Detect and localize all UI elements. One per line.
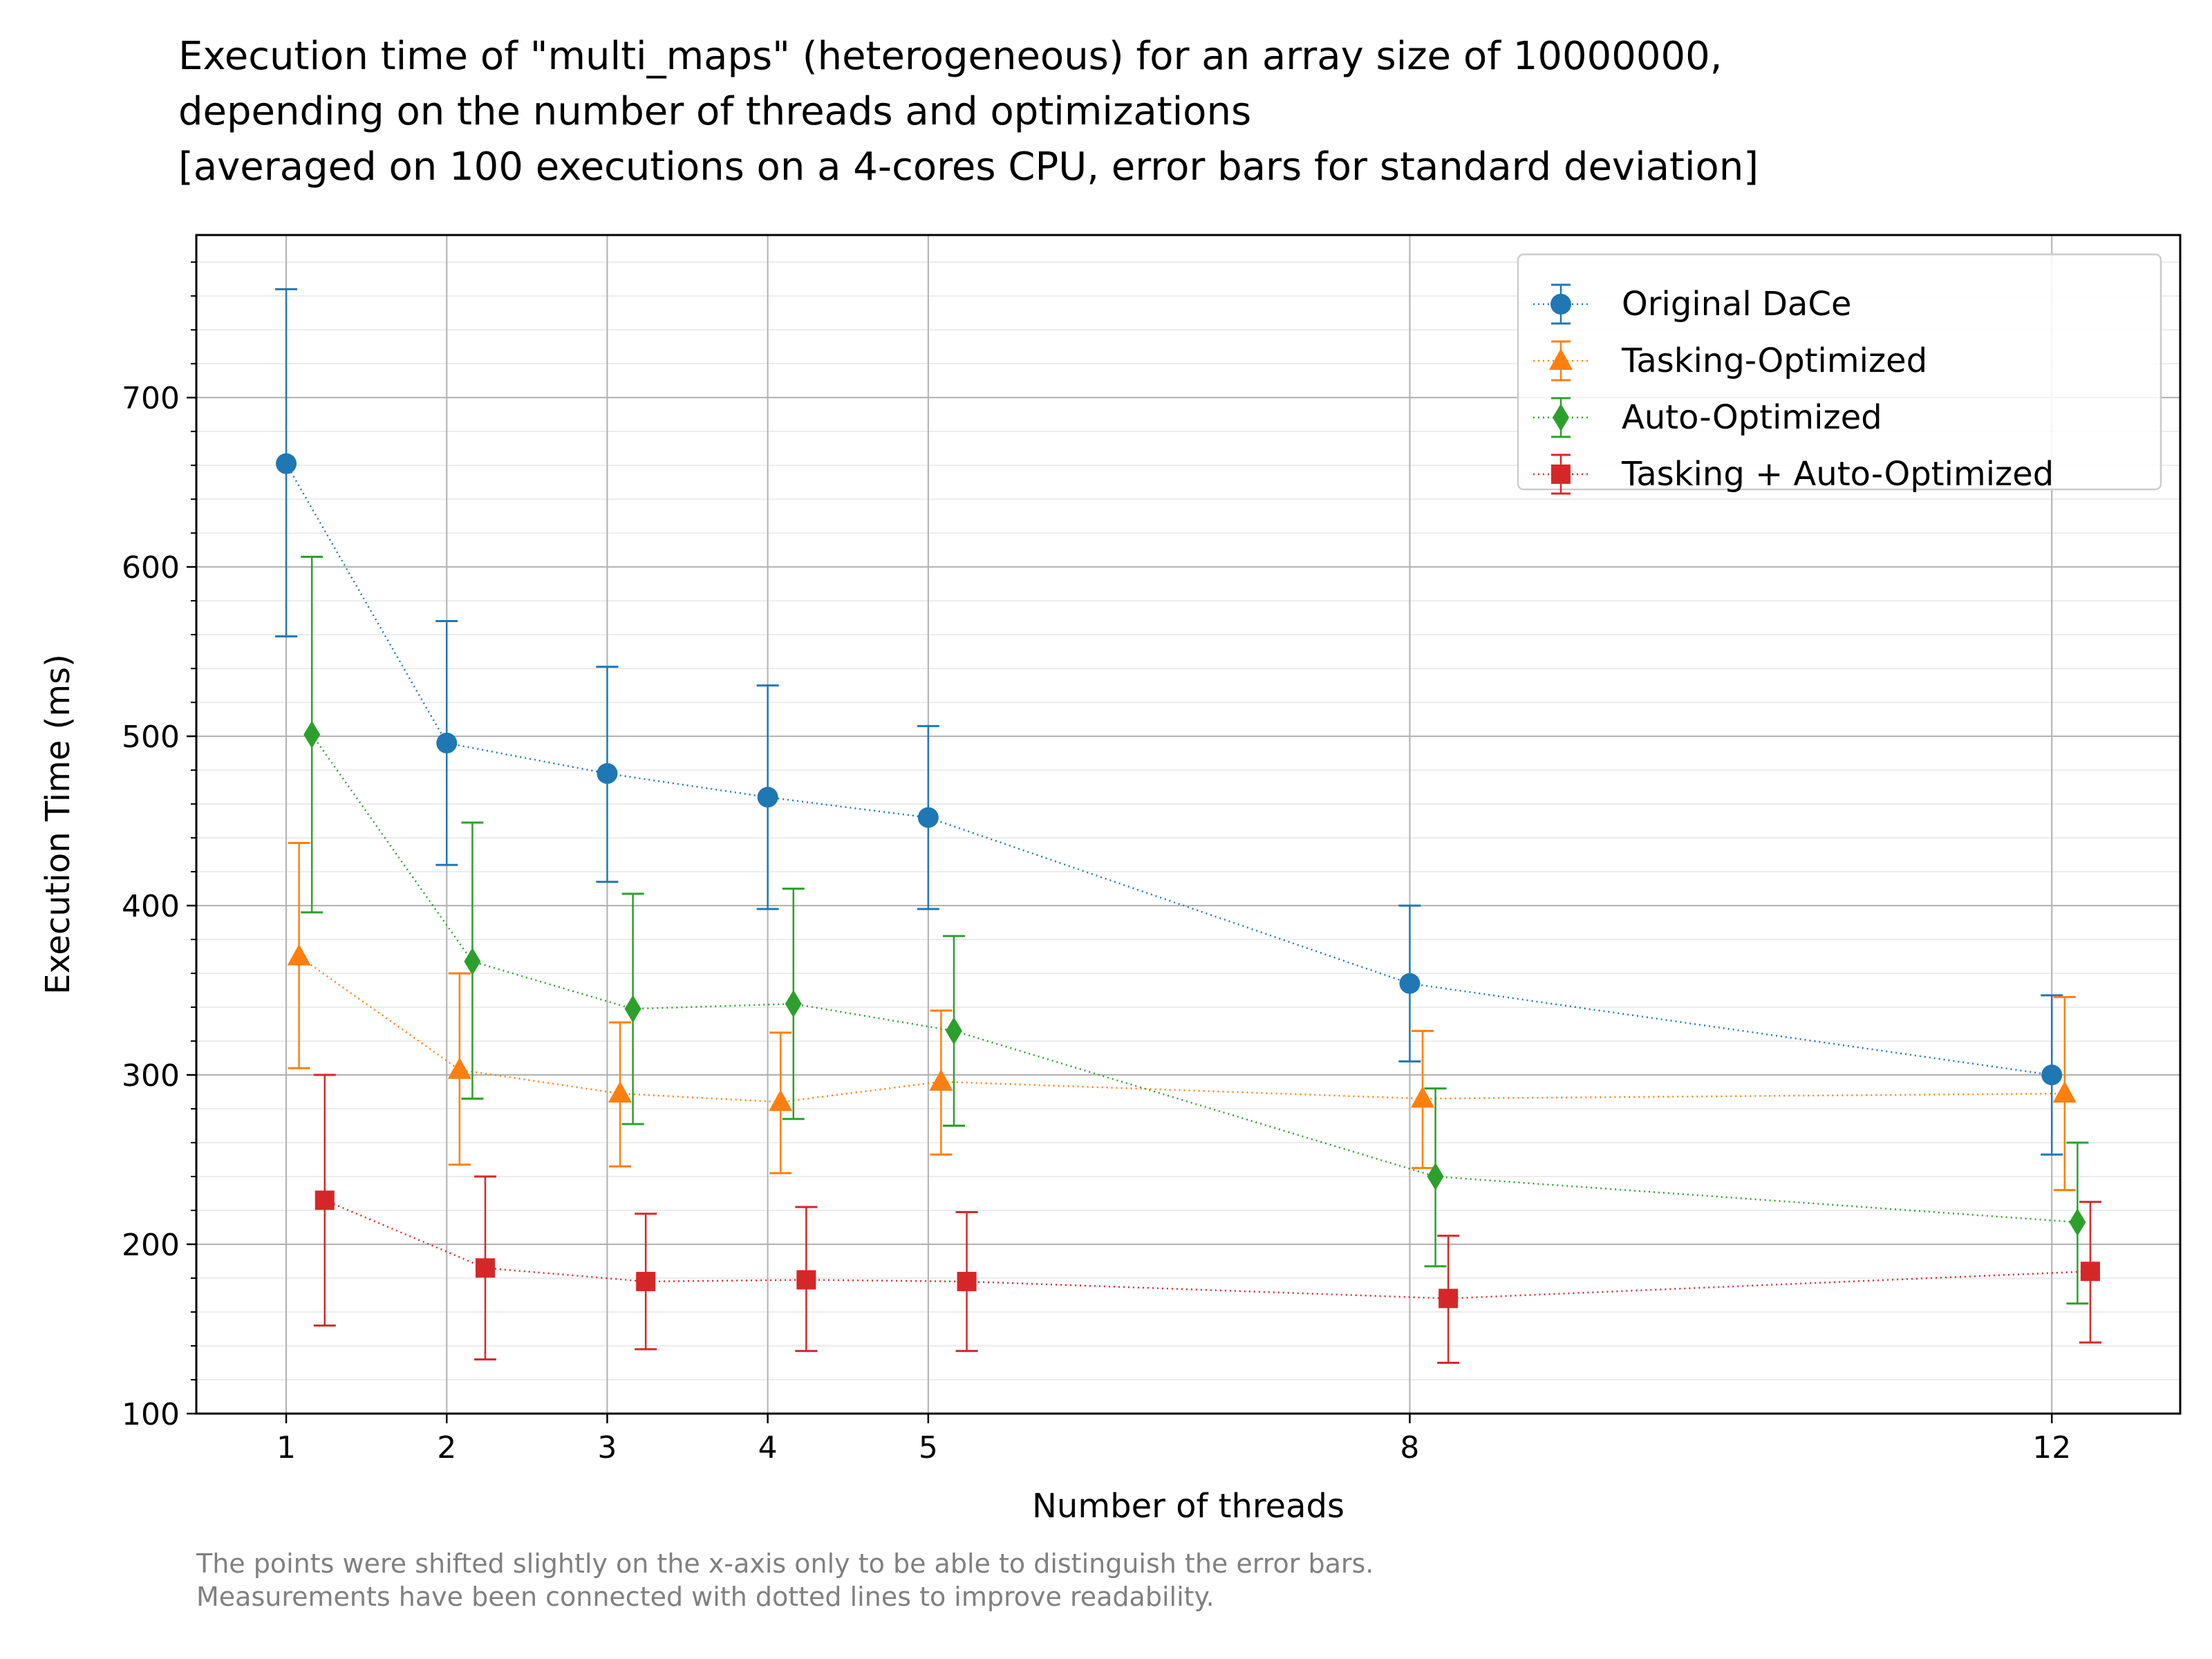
data-point <box>785 990 802 1018</box>
data-point <box>796 1270 816 1290</box>
x-tick-label: 5 <box>919 1430 938 1465</box>
legend-item: Auto-Optimized <box>1533 397 1882 438</box>
data-point <box>945 1017 962 1045</box>
legend-item: Original DaCe <box>1533 283 1852 325</box>
footnote-line-2: Measurements have been connected with do… <box>196 1582 1215 1612</box>
x-axis-label: Number of threads <box>1032 1487 1344 1526</box>
x-tick-label: 4 <box>758 1430 778 1465</box>
data-point <box>1438 1288 1459 1309</box>
x-tick-label: 8 <box>1400 1430 1419 1465</box>
legend-item: Tasking + Auto-Optimized <box>1533 453 2054 495</box>
chart-title: Execution time of "multi_maps" (heteroge… <box>178 29 1759 195</box>
data-point <box>597 763 618 785</box>
data-point <box>608 1081 632 1103</box>
data-point <box>287 944 311 966</box>
y-tick-label: 400 <box>122 889 180 924</box>
legend-label: Original DaCe <box>1622 285 1852 324</box>
y-tick-label: 700 <box>122 381 180 416</box>
chart-footnote: The points were shifted slightly on the … <box>196 1547 1374 1613</box>
data-point <box>636 1271 656 1291</box>
data-point <box>276 453 297 474</box>
data-point <box>447 1057 471 1079</box>
footnote-line-1: The points were shifted slightly on the … <box>196 1548 1374 1579</box>
legend-label: Tasking-Optimized <box>1621 341 1927 380</box>
chart-title-line-2: depending on the number of threads and o… <box>178 89 1252 134</box>
legend-label: Auto-Optimized <box>1622 398 1882 437</box>
legend-marker <box>1551 465 1571 484</box>
data-point <box>2080 1262 2100 1282</box>
x-tick-label: 2 <box>437 1430 456 1465</box>
data-point <box>475 1258 495 1278</box>
series-line <box>324 1199 2091 1300</box>
series-tasking-auto-optimized <box>313 1074 2101 1365</box>
y-tick-label: 100 <box>122 1397 180 1432</box>
data-point <box>315 1190 335 1210</box>
legend-item: Tasking-Optimized <box>1533 340 1927 382</box>
series-line <box>285 463 2052 1076</box>
x-tick-label: 12 <box>2032 1430 2071 1465</box>
data-point <box>464 947 481 975</box>
data-point <box>757 787 778 808</box>
legend-label: Tasking + Auto-Optimized <box>1621 455 2054 494</box>
data-point <box>436 732 458 753</box>
y-tick-label: 600 <box>122 550 180 585</box>
chart-title-line-1: Execution time of "multi_maps" (heteroge… <box>178 34 1723 79</box>
y-axis-label: Execution Time (ms) <box>39 654 77 995</box>
y-tick-label: 500 <box>122 720 180 755</box>
data-point <box>1399 973 1421 994</box>
data-point <box>929 1069 953 1091</box>
series-line <box>311 733 2078 1224</box>
legend: Original DaCe Tasking-Optimized Auto-Optim… <box>1517 253 2162 495</box>
data-point <box>1411 1086 1435 1108</box>
data-point <box>957 1271 977 1291</box>
legend-marker <box>1553 404 1569 431</box>
series-line <box>298 955 2065 1103</box>
legend-box <box>1517 253 2162 491</box>
y-tick-label: 200 <box>122 1228 180 1263</box>
data-point <box>2041 1065 2063 1086</box>
y-tick-label: 300 <box>122 1058 180 1094</box>
series-auto-optimized <box>301 555 2089 1305</box>
data-point <box>917 807 939 828</box>
series-tasking-optimized <box>287 841 2077 1192</box>
legend-marker <box>1549 348 1573 370</box>
plot-area-frame <box>195 234 2182 1415</box>
x-tick-label: 1 <box>276 1430 296 1465</box>
data-point <box>2069 1208 2086 1237</box>
data-point <box>2052 1081 2077 1103</box>
data-point <box>624 995 641 1023</box>
data-series <box>275 288 2101 1365</box>
legend-marker <box>1550 294 1571 315</box>
x-tick-label: 3 <box>597 1430 617 1465</box>
data-point <box>769 1089 793 1112</box>
data-point <box>1427 1163 1444 1191</box>
data-point <box>303 720 321 749</box>
series-original-dace <box>275 288 2063 1156</box>
chart-title-line-3: [averaged on 100 executions on a 4-cores… <box>178 144 1759 189</box>
